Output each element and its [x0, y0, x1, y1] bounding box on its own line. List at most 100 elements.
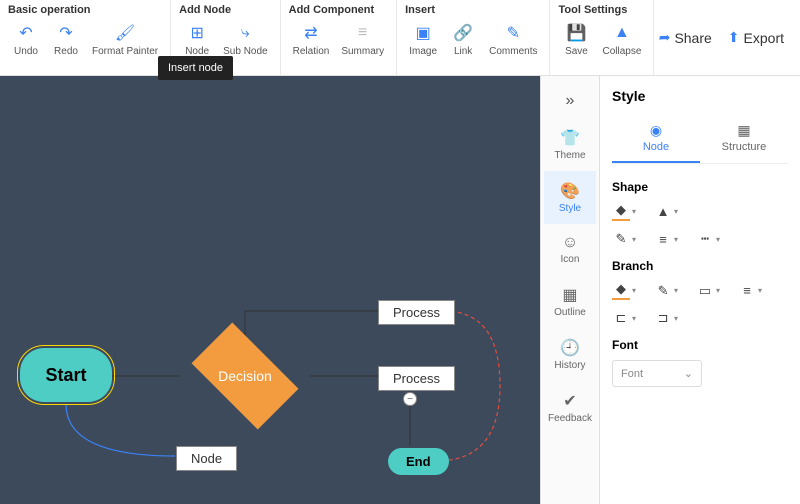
summary-button[interactable]: ≡Summary	[337, 20, 388, 59]
collapse-button[interactable]: ▲Collapse	[598, 20, 645, 59]
format-painter-button-icon: 🖌	[114, 22, 136, 44]
box-icon: ▭	[696, 283, 714, 299]
chevron-down-icon: ▾	[716, 286, 720, 295]
icon-icon: ☺	[562, 234, 578, 252]
feedback-icon: ✔	[563, 391, 576, 411]
shape-dash-control[interactable]: ┅▾	[696, 231, 720, 247]
collapse-panel-icon[interactable]: »	[558, 84, 583, 118]
tab-node[interactable]: ◉ Node	[612, 116, 700, 163]
pencil-icon: ✎	[612, 231, 630, 247]
toolbar-group-title: Add Node	[179, 4, 271, 16]
panel-title: Style	[612, 88, 788, 104]
sidenav-label: Icon	[561, 254, 580, 265]
chevron-down-icon: ⌄	[684, 367, 693, 380]
tab-node-label: Node	[643, 141, 669, 153]
sidenav-label: History	[554, 360, 585, 371]
connector-collapse-icon[interactable]: −	[403, 392, 417, 406]
toolbar-btn-label: Format Painter	[92, 46, 158, 57]
share-icon: ➦	[659, 29, 671, 46]
history-icon: 🕘	[560, 338, 580, 358]
branch-pencil-control[interactable]: ✎▾	[654, 281, 678, 300]
structure-tab-icon: ▦	[700, 122, 788, 139]
node-end[interactable]: End	[388, 448, 449, 475]
tab-structure[interactable]: ▦ Structure	[700, 116, 788, 163]
toolbar-btn-label: Undo	[14, 46, 38, 57]
toolbar-btn-label: Image	[409, 46, 437, 57]
chevron-down-icon: ▾	[674, 207, 678, 216]
insert-node-button-icon: ⊞	[186, 22, 208, 44]
branch-section-title: Branch	[612, 259, 788, 273]
sub-node-button[interactable]: ⤷Sub Node	[219, 20, 271, 59]
style-icon: ⊏	[612, 310, 630, 326]
fill-icon: ◆	[612, 281, 630, 300]
sub-node-button-icon: ⤷	[234, 22, 256, 44]
sidenav-label: Outline	[554, 307, 586, 318]
style-icon: 🎨	[560, 181, 580, 201]
sidenav-icon[interactable]: ☺ Icon	[544, 224, 596, 275]
sidenav-feedback[interactable]: ✔Feedback	[544, 381, 596, 434]
export-icon: ⬆	[728, 29, 740, 46]
canvas[interactable]: Start Decision Process Process − End Nod…	[0, 76, 540, 504]
sidenav-label: Theme	[554, 150, 585, 161]
toolbar-btn-label: Relation	[293, 46, 330, 57]
sidenav-history[interactable]: 🕘 History	[544, 328, 596, 381]
image-button-icon: ▣	[412, 22, 434, 44]
export-label: Export	[744, 30, 784, 46]
redo-button[interactable]: ↷ Redo	[48, 20, 84, 59]
node-generic[interactable]: Node	[176, 446, 237, 471]
shape-line-control[interactable]: ≡▾	[654, 231, 678, 247]
summary-button-icon: ≡	[352, 22, 374, 44]
shape-icon: ▲	[654, 204, 672, 219]
node-process-2[interactable]: Process	[378, 366, 455, 391]
insert-node-button[interactable]: ⊞Node	[179, 20, 215, 59]
chevron-down-icon: ▾	[632, 207, 636, 216]
branch-line-control[interactable]: ≡▾	[738, 281, 762, 300]
chevron-down-icon: ▾	[632, 314, 636, 323]
node-start[interactable]: Start	[20, 348, 112, 402]
undo-button[interactable]: ↶ Undo	[8, 20, 44, 59]
toolbar-btn-label: Redo	[54, 46, 78, 57]
font-select[interactable]: Font ⌄	[612, 360, 702, 387]
undo-button-icon: ↶	[15, 22, 37, 44]
save-button[interactable]: 💾Save	[558, 20, 594, 59]
comments-button[interactable]: ✎Comments	[485, 20, 541, 59]
toolbar-group: Tool Settings💾Save▲Collapse	[550, 0, 654, 75]
shape-type-control[interactable]: ▲▾	[654, 202, 678, 221]
font-section-title: Font	[612, 338, 788, 352]
sidenav-outline[interactable]: ▦Outline	[544, 275, 596, 328]
branch-style2-control[interactable]: ⊐▾	[654, 310, 678, 326]
toolbar-group: Add Component⇄Relation≡Summary	[281, 0, 398, 75]
node-process-1[interactable]: Process	[378, 300, 455, 325]
lines-icon: ≡	[738, 283, 756, 298]
branch-fill-control[interactable]: ◆▾	[612, 281, 636, 300]
share-button[interactable]: ➦ Share	[659, 29, 712, 46]
theme-icon: 👕	[560, 128, 580, 148]
fill-icon: ◆	[612, 202, 630, 221]
shape-border-control[interactable]: ✎▾	[612, 231, 636, 247]
save-button-icon: 💾	[565, 22, 587, 44]
insert-node-tooltip: Insert node	[158, 56, 233, 80]
branch-box-control[interactable]: ▭▾	[696, 281, 720, 300]
export-button[interactable]: ⬆ Export	[728, 29, 784, 46]
link-button-icon: 🔗	[452, 22, 474, 44]
tab-structure-label: Structure	[722, 141, 767, 153]
toolbar-btn-label: Comments	[489, 46, 537, 57]
link-button[interactable]: 🔗Link	[445, 20, 481, 59]
sidenav-style[interactable]: 🎨 Style	[544, 171, 596, 224]
toolbar-group: Insert▣Image🔗Link✎Comments	[397, 0, 550, 75]
chevron-down-icon: ▾	[674, 314, 678, 323]
share-label: Share	[674, 30, 711, 46]
sidenav-label: Style	[559, 203, 581, 214]
relation-button[interactable]: ⇄Relation	[289, 20, 334, 59]
style-panel: Style ◉Node ▦Structure Shape ◆▾ ▲▾ ✎▾ ≡▾…	[600, 76, 800, 504]
image-button[interactable]: ▣ Image	[405, 20, 441, 59]
node-decision[interactable]: Decision	[180, 336, 310, 416]
chevron-down-icon: ▾	[716, 235, 720, 244]
format-painter-button[interactable]: 🖌 Format Painter	[88, 20, 162, 59]
node-tab-icon: ◉	[612, 122, 700, 139]
branch-style1-control[interactable]: ⊏▾	[612, 310, 636, 326]
sidenav-theme[interactable]: 👕 Theme	[544, 118, 596, 171]
toolbar-btn-label: Collapse	[602, 46, 641, 57]
shape-fill-control[interactable]: ◆▾	[612, 202, 636, 221]
redo-button-icon: ↷	[55, 22, 77, 44]
